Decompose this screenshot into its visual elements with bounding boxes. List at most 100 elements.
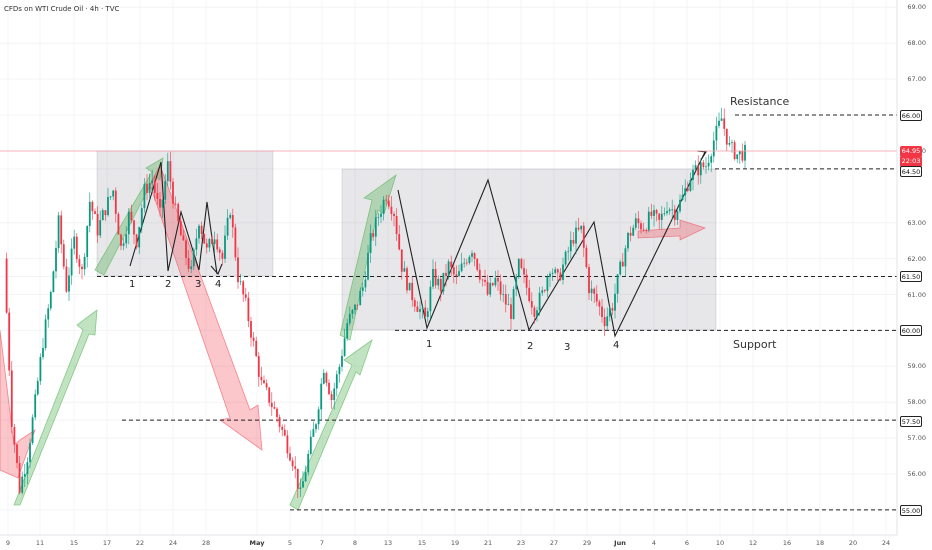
- candle-body: [471, 253, 473, 257]
- candle-body: [73, 236, 76, 249]
- candle-body: [320, 383, 323, 410]
- time-tick: 23: [516, 539, 526, 547]
- candle-body: [83, 256, 86, 270]
- candle-body: [733, 142, 736, 160]
- candle-body: [437, 278, 440, 286]
- time-tick: 9: [5, 539, 11, 547]
- candle-body: [62, 244, 65, 267]
- candle-body: [356, 304, 359, 306]
- candle-body: [78, 259, 81, 267]
- candle-body: [510, 304, 512, 319]
- candle-body: [588, 267, 590, 294]
- candle-body: [637, 218, 640, 224]
- candle-body: [247, 297, 250, 322]
- candle-body: [60, 215, 63, 245]
- candle-body: [367, 252, 369, 280]
- candle-body: [286, 435, 289, 454]
- candle-body: [5, 258, 8, 313]
- candle-body: [213, 239, 216, 244]
- candle-body: [304, 472, 307, 482]
- candle-body: [138, 227, 141, 248]
- candle-body: [307, 453, 310, 473]
- candle-body: [335, 374, 338, 389]
- candle-body: [114, 190, 117, 214]
- candle-body: [512, 289, 515, 319]
- candle-body: [164, 181, 167, 200]
- candle-body: [489, 283, 492, 295]
- candle-body: [346, 323, 349, 339]
- candle-body: [179, 221, 182, 236]
- candle-body: [741, 150, 744, 161]
- candle-body: [151, 180, 154, 184]
- candle-body: [205, 243, 208, 248]
- bull-arrow-1: [13, 309, 98, 506]
- candle-body: [725, 128, 728, 145]
- candle-body: [218, 249, 221, 253]
- candle-body: [109, 196, 112, 198]
- candle-body: [398, 234, 401, 250]
- candle-body: [263, 380, 265, 384]
- candle-body: [499, 281, 502, 295]
- price-tick: 58.00: [907, 398, 926, 407]
- candle-body: [515, 276, 518, 290]
- support-label: Support: [733, 338, 777, 351]
- resistance-label: Resistance: [730, 95, 790, 108]
- candle-body: [504, 294, 507, 305]
- time-tick: 24: [168, 539, 178, 547]
- candle-body: [322, 372, 325, 384]
- candle-body: [120, 234, 122, 246]
- candle-body: [491, 283, 494, 286]
- candle-body: [562, 264, 564, 280]
- candle-body: [395, 216, 398, 235]
- candle-body: [393, 213, 395, 217]
- candle-body: [257, 356, 260, 377]
- left-count-1: 1: [129, 279, 136, 290]
- candle-body: [195, 238, 198, 250]
- candle-body: [580, 225, 583, 230]
- time-tick: 22: [135, 539, 145, 547]
- candle-body: [26, 462, 29, 475]
- candle-body: [445, 272, 447, 276]
- candle-body: [361, 287, 364, 291]
- candle-body: [187, 258, 190, 269]
- candlesticks: [5, 107, 746, 499]
- candle-body: [177, 204, 180, 222]
- candle-body: [387, 200, 390, 207]
- candle-body: [538, 292, 541, 311]
- candle-body: [161, 199, 164, 208]
- candle-body: [406, 268, 408, 291]
- candle-body: [351, 309, 354, 314]
- price-tick: 63.00: [907, 218, 926, 227]
- candle-body: [554, 269, 557, 273]
- candle-body: [543, 290, 546, 292]
- candle-body: [159, 198, 161, 208]
- candle-body: [432, 268, 434, 287]
- candle-body: [374, 217, 377, 237]
- time-tick: 6: [684, 539, 690, 547]
- candle-body: [559, 272, 562, 280]
- low-level-tag: 55.00: [900, 505, 922, 516]
- candle-body: [567, 251, 570, 253]
- candle-body: [382, 199, 385, 214]
- candle-body: [606, 316, 609, 327]
- candle-body: [242, 281, 245, 295]
- time-tick: 5: [287, 539, 293, 547]
- zigzag-right: [397, 151, 706, 338]
- bar-countdown-tag: 22:03: [900, 156, 922, 167]
- candle-body: [684, 188, 687, 196]
- candle-body: [458, 271, 460, 277]
- candle-body: [190, 266, 193, 269]
- candle-body: [671, 209, 674, 211]
- candle-body: [10, 370, 13, 427]
- left-count-2: 2: [165, 279, 172, 290]
- bear-arrow-2: [149, 163, 263, 451]
- candle-body: [614, 293, 616, 311]
- candle-body: [130, 211, 133, 221]
- candle-body: [226, 217, 229, 236]
- candle-body: [569, 239, 572, 252]
- candle-body: [702, 162, 705, 168]
- candle-body: [629, 232, 632, 236]
- candle-body: [455, 274, 458, 277]
